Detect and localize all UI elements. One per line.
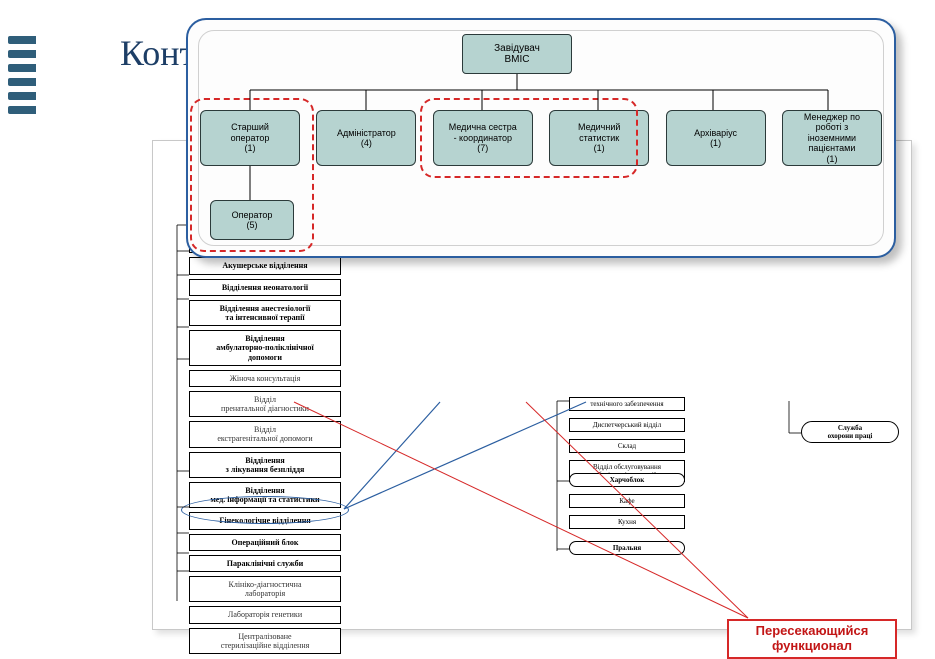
left-unit: Жіноча консультація [189, 370, 341, 387]
left-unit: Гінекологічне відділення [189, 512, 341, 529]
bg-unit: Харчоблок [569, 473, 685, 487]
left-unit: Акушерське відділення [189, 257, 341, 274]
bg-col-food: Харчоблок Кафе Кухня [569, 473, 685, 529]
bg-unit: Кафе [569, 494, 685, 508]
child-row: Старший оператор (1) Адміністратор (4) Мед… [200, 110, 882, 166]
left-unit: Відділення з лікування безпліддя [189, 452, 341, 478]
child-box: Медична сестра - координатор (7) [433, 110, 533, 166]
left-unit: Відділення мед. інформації та статистики [189, 482, 341, 508]
bg-col-services: технічного забезпечення Диспетчерський ві… [569, 397, 685, 482]
head-box: Завідувач ВМІС [462, 34, 572, 74]
callout: Завідувач ВМІС Старший оператор (1) Адмін… [186, 18, 896, 258]
child-box: Адміністратор (4) [316, 110, 416, 166]
bg-unit: Склад [569, 439, 685, 453]
left-unit: Відділення амбулаторно-поліклінічної доп… [189, 330, 341, 366]
sub-box: Оператор (5) [210, 200, 294, 240]
left-unit: Централізоване стерилізаційне відділення [189, 628, 341, 654]
cross-functional-label: Пересекающийся функционал [727, 619, 897, 659]
left-unit: Відділ екстрагенітальної допомоги [189, 421, 341, 447]
bg-unit: Кухня [569, 515, 685, 529]
child-box: Архіваріус (1) [666, 110, 766, 166]
left-unit: Відділ пренатальної діагностики [189, 391, 341, 417]
left-unit: Відділення неонатології [189, 279, 341, 296]
left-unit: Параклінічні служби [189, 555, 341, 572]
bg-col-safety: Служба охорони праці [801, 421, 899, 443]
left-unit: Відділення анестезіології та інтенсивної… [189, 300, 341, 326]
child-box: Медичний статистик (1) [549, 110, 649, 166]
child-box: Менеджер по роботі з іноземними пацієнта… [782, 110, 882, 166]
bg-unit: Диспетчерський відділ [569, 418, 685, 432]
bg-unit: Пральня [569, 541, 685, 555]
left-column: ЛікарняГоловний лікарАкушерське відділен… [189, 215, 341, 654]
child-box: Старший оператор (1) [200, 110, 300, 166]
bg-unit: технічного забезпечення [569, 397, 685, 411]
accent-bars [8, 36, 36, 114]
bg-unit: Служба охорони праці [801, 421, 899, 443]
left-unit: Клініко-діагностична лабораторія [189, 576, 341, 602]
left-unit: Лабораторія генетики [189, 606, 341, 623]
bg-col-laundry: Пральня [569, 541, 685, 555]
left-unit: Операційний блок [189, 534, 341, 551]
